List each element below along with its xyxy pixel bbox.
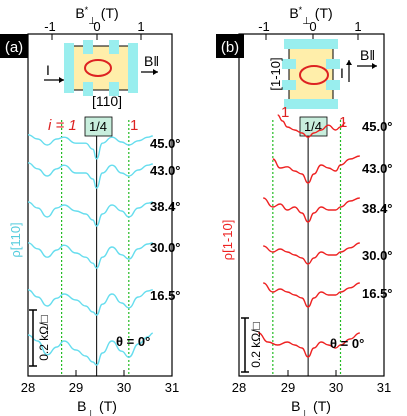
- panel-b-top-tick: -1: [258, 19, 270, 34]
- panel-b-one-right-label: 1: [339, 114, 347, 131]
- panel-b-inset-schematic: I B‖ [1-10]: [268, 39, 377, 109]
- panel-a-angle-label: θ = 0°: [116, 334, 150, 349]
- panel-b-angle-label: 30.0°: [362, 248, 393, 263]
- panel-a-xlabel: B⊥ (T): [77, 398, 117, 416]
- panel-b-frame: [238, 33, 385, 377]
- panel-b-direction-label: [1-10]: [268, 57, 283, 90]
- panel-b-x-tick: 31: [377, 380, 391, 395]
- panel-b-ylabel: ρ[1-10]: [220, 220, 235, 261]
- panel-a-x-tick: 29: [69, 380, 83, 395]
- panel-a-label-box: [0, 34, 28, 58]
- panel-b-quarter-box: [299, 116, 328, 137]
- panel-a-plot: [27, 120, 153, 376]
- panel-a-inset-schematic: I B‖ [110]: [44, 40, 159, 109]
- panel-b-angle-label: 16.5°: [362, 286, 393, 301]
- panel-a-series-line: [27, 289, 153, 316]
- panel-b-angle-label: θ = 0°: [330, 336, 364, 351]
- panel-b-x-tick: 29: [281, 380, 295, 395]
- panel-b-quarter-label: 1/4: [304, 119, 322, 134]
- panel-b-series-line: [263, 282, 360, 308]
- panel-b-series-line: [263, 242, 360, 265]
- panel-a-top-tick: 0: [93, 19, 100, 34]
- panel-b-angle-label: 38.4°: [362, 201, 393, 216]
- panel-a-angle-label: 43.0°: [150, 163, 181, 178]
- panel-b-top-ticks: -1 0 1: [258, 19, 362, 40]
- panel-a-top-tick: 1: [137, 19, 144, 34]
- panel-b-x-tick: 28: [232, 380, 246, 395]
- panel-a-top-ticks: -1 0 1: [44, 19, 145, 40]
- panel-a-angle-label: 45.0°: [150, 136, 181, 151]
- panel-a-ylabel: ρ[110]: [8, 222, 23, 257]
- panel-b-angle-label: 45.0°: [362, 119, 393, 134]
- panel-a-angle-label: 38.4°: [150, 199, 181, 214]
- panel-a-x-tick: 28: [21, 380, 35, 395]
- panel-a-label: (a): [5, 39, 23, 56]
- panel-b-top-tick: 0: [309, 19, 316, 34]
- panel-a-current-ellipse: [84, 59, 112, 77]
- panel-a-scale-label: 0.2 kΩ/□: [37, 315, 51, 361]
- panel-b: B*⊥ (T) (b) -1 0 1 I B‖: [216, 5, 393, 416]
- panel-a: B*⊥ (T) (a) -1 0 1 I: [0, 5, 181, 416]
- panel-a-angle-labels: 45.0° 43.0° 38.4° 30.0° 16.5° θ = 0°: [116, 136, 181, 349]
- panel-a-quarter-box: [84, 116, 113, 137]
- panel-b-xlabel: B⊥ (T): [291, 398, 331, 416]
- panel-a-series-line: [27, 162, 153, 189]
- panel-b-label: (b): [221, 39, 239, 56]
- panel-b-series-line: [272, 155, 360, 184]
- panel-b-field-label: B‖: [360, 47, 375, 63]
- panel-a-series-line: [27, 332, 153, 366]
- panel-b-scale-label: 0.2 kΩ/□: [249, 322, 263, 368]
- panel-a-direction-label: [110]: [92, 93, 122, 109]
- panel-a-quarter-label: 1/4: [89, 119, 107, 134]
- panel-b-plot: [258, 114, 360, 376]
- panel-b-angle-labels: 45.0° 43.0° 38.4° 30.0° 16.5° θ = 0°: [330, 119, 393, 351]
- panel-a-x-tick: 30: [117, 380, 131, 395]
- panel-a-field-label: B‖: [144, 53, 159, 69]
- panel-a-series-line: [27, 134, 153, 160]
- panel-b-series-line: [263, 197, 360, 223]
- panel-b-label-box: [216, 34, 244, 58]
- panel-a-i-label: i = 1: [48, 117, 77, 134]
- panel-a-angle-label: 16.5°: [150, 288, 181, 303]
- panel-b-current-ellipse: [299, 65, 329, 85]
- panel-a-top-tick: -1: [44, 19, 56, 34]
- panel-b-top-tick: 1: [354, 19, 361, 34]
- panel-b-series-line: [277, 114, 346, 138]
- panel-a-series-line: [27, 242, 153, 269]
- panel-b-x-tick: 30: [329, 380, 343, 395]
- panel-a-current-label: I: [46, 62, 50, 78]
- panel-a-series-line: [27, 201, 153, 227]
- panel-b-series-line: [258, 332, 360, 358]
- panel-b-one-left-label: 1: [281, 104, 289, 121]
- panel-a-angle-label: 30.0°: [150, 240, 181, 255]
- panel-a-x-tick: 31: [165, 380, 179, 395]
- panel-b-current-label: I: [340, 65, 344, 81]
- panel-a-frame: [27, 33, 173, 377]
- panel-a-one-right-label: 1: [130, 117, 138, 134]
- panel-b-angle-label: 43.0°: [362, 161, 393, 176]
- panel-a-bottom-ticks: 28 29 30 31: [21, 370, 179, 395]
- panel-b-bottom-ticks: 28 29 30 31: [232, 370, 391, 395]
